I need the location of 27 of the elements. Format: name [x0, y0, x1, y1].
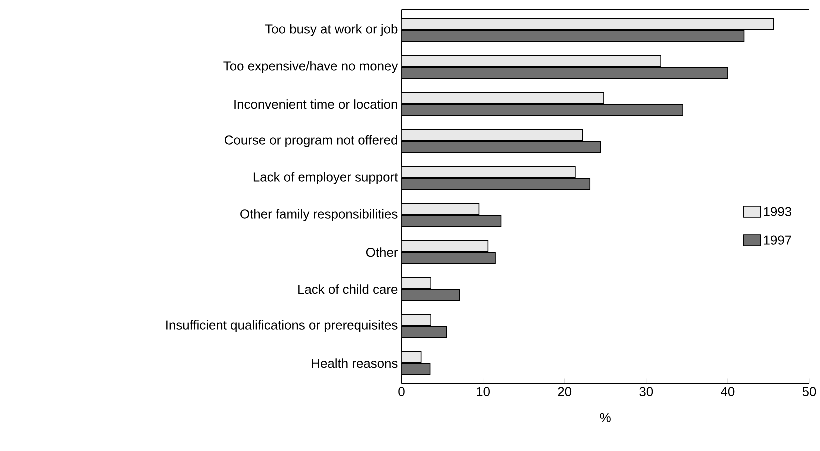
x-tick-label: 40: [721, 387, 735, 397]
bar: [402, 104, 684, 116]
bar: [402, 68, 728, 80]
bar: [402, 178, 591, 190]
bar: [402, 252, 496, 264]
y-tick-label: Insufficient qualifications or prerequisites: [166, 320, 398, 333]
legend-label: 1993: [764, 207, 792, 217]
y-tick-label: Course or program not offered: [225, 135, 398, 148]
y-tick-label: Lack of employer support: [254, 172, 398, 185]
bar: [402, 216, 502, 228]
bar: [402, 142, 602, 154]
y-tick-label: Too busy at work or job: [265, 24, 398, 37]
y-tick-label: Health reasons: [312, 358, 398, 368]
y-tick-label: Too expensive/have no money: [224, 61, 398, 74]
x-tick-label: 30: [640, 387, 654, 397]
y-tick-label: Other: [366, 248, 398, 258]
y-tick-label: Other family responsibilities: [240, 209, 398, 222]
y-tick-label: Lack of child care: [298, 284, 398, 294]
legend-label: 1997: [764, 236, 792, 246]
x-tick-label: 0: [398, 387, 405, 397]
x-tick-label: 20: [558, 387, 572, 397]
x-axis-title: %: [600, 413, 611, 422]
x-tick-label: 50: [802, 387, 816, 397]
y-tick-label: Inconvenient time or location: [234, 100, 398, 110]
x-tick-label: 10: [477, 387, 490, 397]
bar: [402, 30, 745, 42]
bar: [402, 290, 460, 302]
